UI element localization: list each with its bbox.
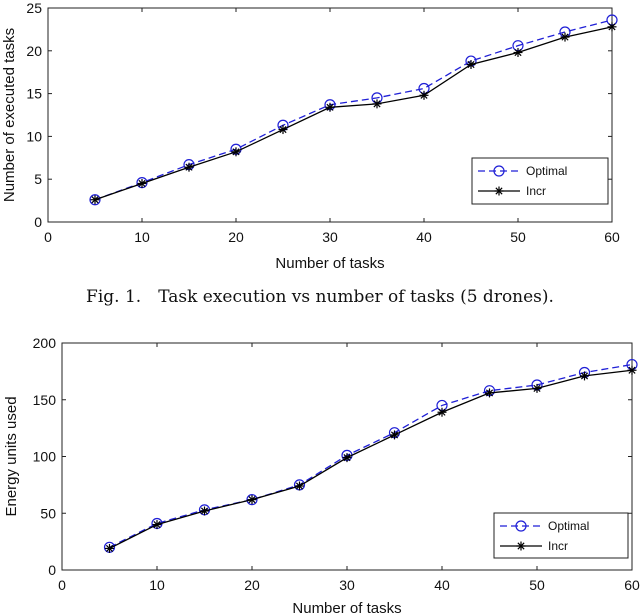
data-point-incr (627, 365, 637, 375)
data-point-incr (105, 543, 114, 553)
legend-label-optimal: Optimal (526, 164, 567, 178)
series-line-optimal (109, 363, 633, 548)
y-tick-label: 50 (40, 505, 56, 521)
data-point-incr (390, 430, 399, 440)
legend-box (493, 512, 629, 559)
star-stroke (561, 33, 569, 41)
star-stroke (248, 496, 256, 504)
star-stroke (138, 179, 146, 188)
x-tick-label: 30 (322, 229, 338, 245)
data-point-incr (184, 162, 194, 172)
x-tick-label: 60 (624, 577, 640, 593)
data-point-incr (137, 178, 147, 188)
y-tick-label: 200 (33, 335, 57, 351)
y-tick-label: 25 (26, 0, 42, 16)
y-tick-label: 10 (26, 128, 42, 144)
data-point-incr (152, 520, 162, 530)
star-stroke (279, 125, 287, 134)
star-stroke (373, 100, 381, 108)
legend-label-incr: Incr (548, 539, 568, 553)
x-tick-label: 30 (339, 577, 355, 593)
star-stroke (608, 23, 616, 31)
star-stroke (420, 91, 428, 99)
data-point-incr (295, 481, 304, 491)
x-axis-label: Number of tasks (275, 255, 384, 272)
data-point-incr (247, 495, 257, 505)
star-stroke (467, 60, 475, 69)
star-stroke (185, 163, 193, 171)
x-axis-label: Number of tasks (292, 600, 401, 615)
legend-label-optimal: Optimal (548, 519, 589, 533)
star-stroke (295, 482, 304, 490)
star-stroke (153, 521, 161, 529)
data-point-incr (513, 48, 523, 58)
data-point-incr (532, 383, 542, 393)
legend-marker-optimal (493, 165, 505, 177)
data-point-incr (437, 407, 447, 417)
data-point-incr (342, 453, 352, 463)
x-tick-label: 50 (529, 577, 545, 593)
data-point-incr (231, 147, 241, 157)
star-stroke (91, 196, 99, 204)
legend-label-incr: Incr (526, 184, 546, 198)
star-stroke (343, 454, 351, 462)
y-tick-label: 15 (26, 86, 42, 102)
x-tick-label: 0 (44, 229, 52, 245)
star-stroke (438, 408, 446, 416)
figure-caption: Fig. 1. Task execution vs number of task… (86, 287, 554, 307)
x-tick-label: 60 (604, 229, 620, 245)
y-tick-label: 0 (48, 562, 56, 578)
legend-marker-incr (516, 541, 526, 551)
data-point-incr (466, 59, 476, 69)
star-stroke (517, 542, 525, 550)
data-point-optimal (89, 194, 101, 206)
y-tick-label: 5 (34, 171, 42, 187)
data-point-incr (90, 195, 100, 205)
star-stroke (105, 544, 114, 553)
data-point-optimal (246, 494, 258, 506)
series-line-optimal (94, 19, 613, 201)
chart-task-execution: 0 10 20 30 40 50 60 0 5 10 15 20 25 Number of tasks Nu… (1, 0, 620, 272)
x-tick-label: 40 (434, 577, 450, 593)
data-point-incr (485, 388, 494, 398)
y-tick-label: 20 (26, 43, 42, 59)
data-point-incr (372, 99, 382, 109)
y-tick-label: 150 (33, 392, 57, 408)
series-line-incr (109, 369, 633, 550)
y-tick-label: 100 (33, 449, 57, 465)
x-tick-label: 20 (228, 229, 244, 245)
star-stroke (326, 103, 334, 111)
x-tick-label: 0 (58, 577, 66, 593)
y-tick-label: 0 (34, 214, 42, 230)
series-line-incr (94, 26, 613, 201)
legend-box (471, 157, 609, 205)
x-tick-label: 10 (149, 577, 165, 593)
star-stroke (485, 389, 494, 397)
data-point-incr (607, 22, 617, 32)
y-axis-label: Energy units used (3, 396, 20, 516)
data-point-incr (580, 371, 589, 381)
data-point-incr (325, 102, 335, 112)
x-tick-label: 40 (416, 229, 432, 245)
chart-energy-used: 0 10 20 30 40 50 60 0 50 100 150 200 Number of tasks… (3, 335, 640, 615)
legend-marker-incr (494, 186, 504, 196)
x-tick-label: 10 (134, 229, 150, 245)
star-stroke (580, 372, 589, 380)
star-stroke (232, 148, 240, 156)
y-axis-label: Number of executed tasks (1, 28, 18, 202)
star-stroke (390, 431, 399, 439)
star-stroke (533, 384, 541, 392)
data-point-incr (200, 506, 209, 516)
data-point-incr (278, 125, 288, 135)
data-point-incr (419, 90, 429, 100)
star-stroke (200, 507, 209, 515)
x-tick-label: 50 (510, 229, 526, 245)
data-point-incr (560, 32, 570, 42)
star-stroke (514, 48, 522, 57)
x-tick-label: 20 (244, 577, 260, 593)
star-stroke (495, 187, 503, 195)
star-stroke (628, 366, 636, 374)
legend-marker-optimal (515, 520, 527, 532)
